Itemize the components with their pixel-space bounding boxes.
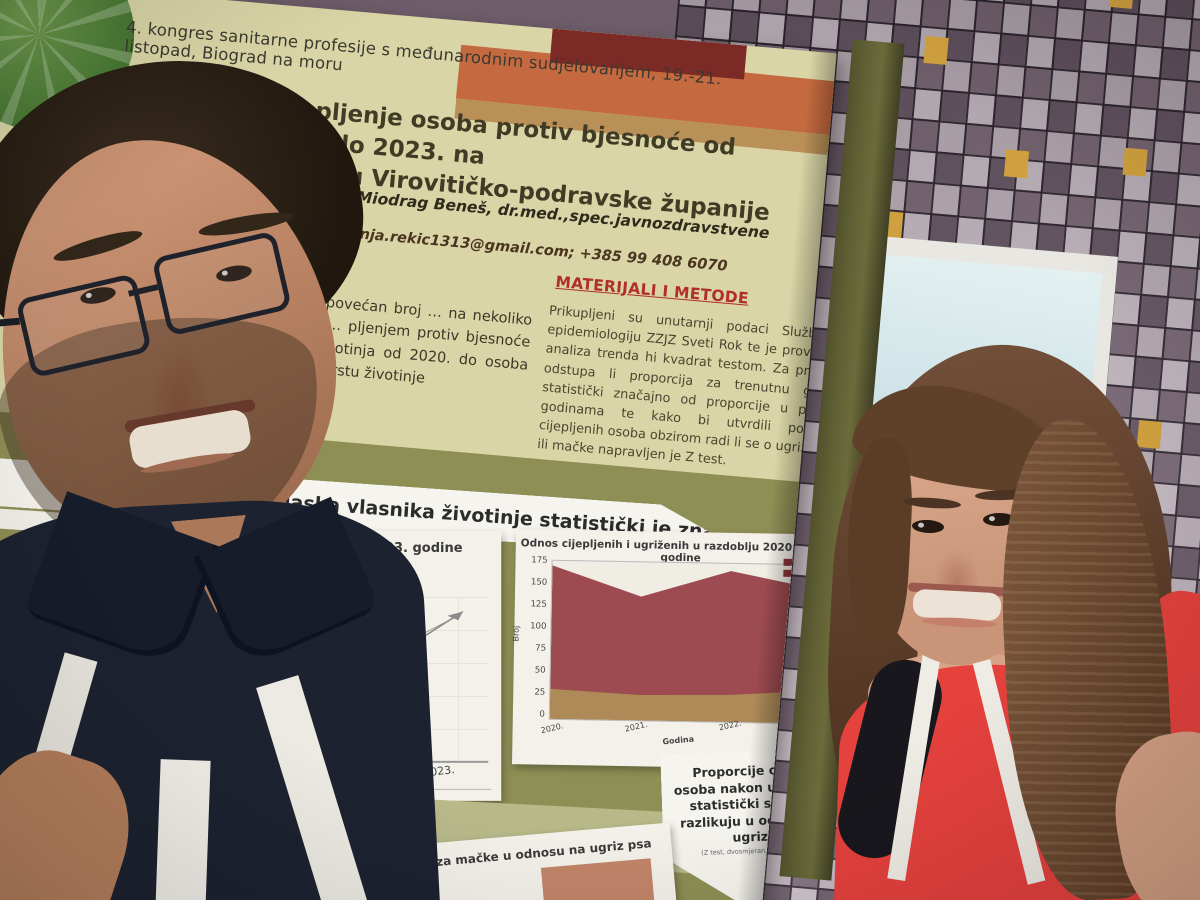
chart2-area-ugrizeni (549, 565, 821, 724)
yellow-tile (1003, 149, 1030, 179)
yellow-tile (1136, 420, 1163, 449)
chart3-bar (540, 858, 664, 900)
woman-smile (912, 588, 1002, 622)
glasses-lens (151, 230, 293, 337)
chart2-ylabel: Broj (511, 625, 521, 642)
ytick: 100 (530, 621, 547, 632)
chart2-plot-area (548, 559, 822, 725)
ytick: 75 (535, 643, 547, 654)
chart2-svg (549, 565, 821, 724)
yellow-tile (923, 35, 949, 65)
eye-glint (988, 516, 996, 522)
ytick: 50 (534, 665, 546, 676)
methods-heading: MATERIJALI I METODE (554, 272, 750, 308)
area-chart-card: Odnos cijepljenih i ugriženih u razdoblj… (512, 529, 837, 770)
eye-glint (917, 522, 925, 528)
ytick: 25 (534, 687, 546, 698)
chart2-y-axis: 175 150 125 100 75 50 25 0 (517, 555, 548, 719)
ytick: 175 (531, 555, 548, 566)
ytick: 150 (530, 577, 548, 588)
chart2-area-cijepljeni (549, 688, 819, 724)
chart2-xlabel: Godina (662, 734, 695, 747)
chart2-xtick: 2020. (539, 721, 565, 736)
conference-poster: 4. kongres sanitarne profesije s međunar… (0, 0, 837, 900)
yellow-tile (1109, 0, 1135, 9)
ytick: 125 (530, 599, 547, 610)
ytick: 0 (539, 709, 545, 720)
yellow-tile (1122, 147, 1148, 177)
chart1-arrowhead-icon (447, 611, 463, 621)
man-lanyard-strap (155, 759, 211, 900)
woman-nose (934, 548, 980, 590)
